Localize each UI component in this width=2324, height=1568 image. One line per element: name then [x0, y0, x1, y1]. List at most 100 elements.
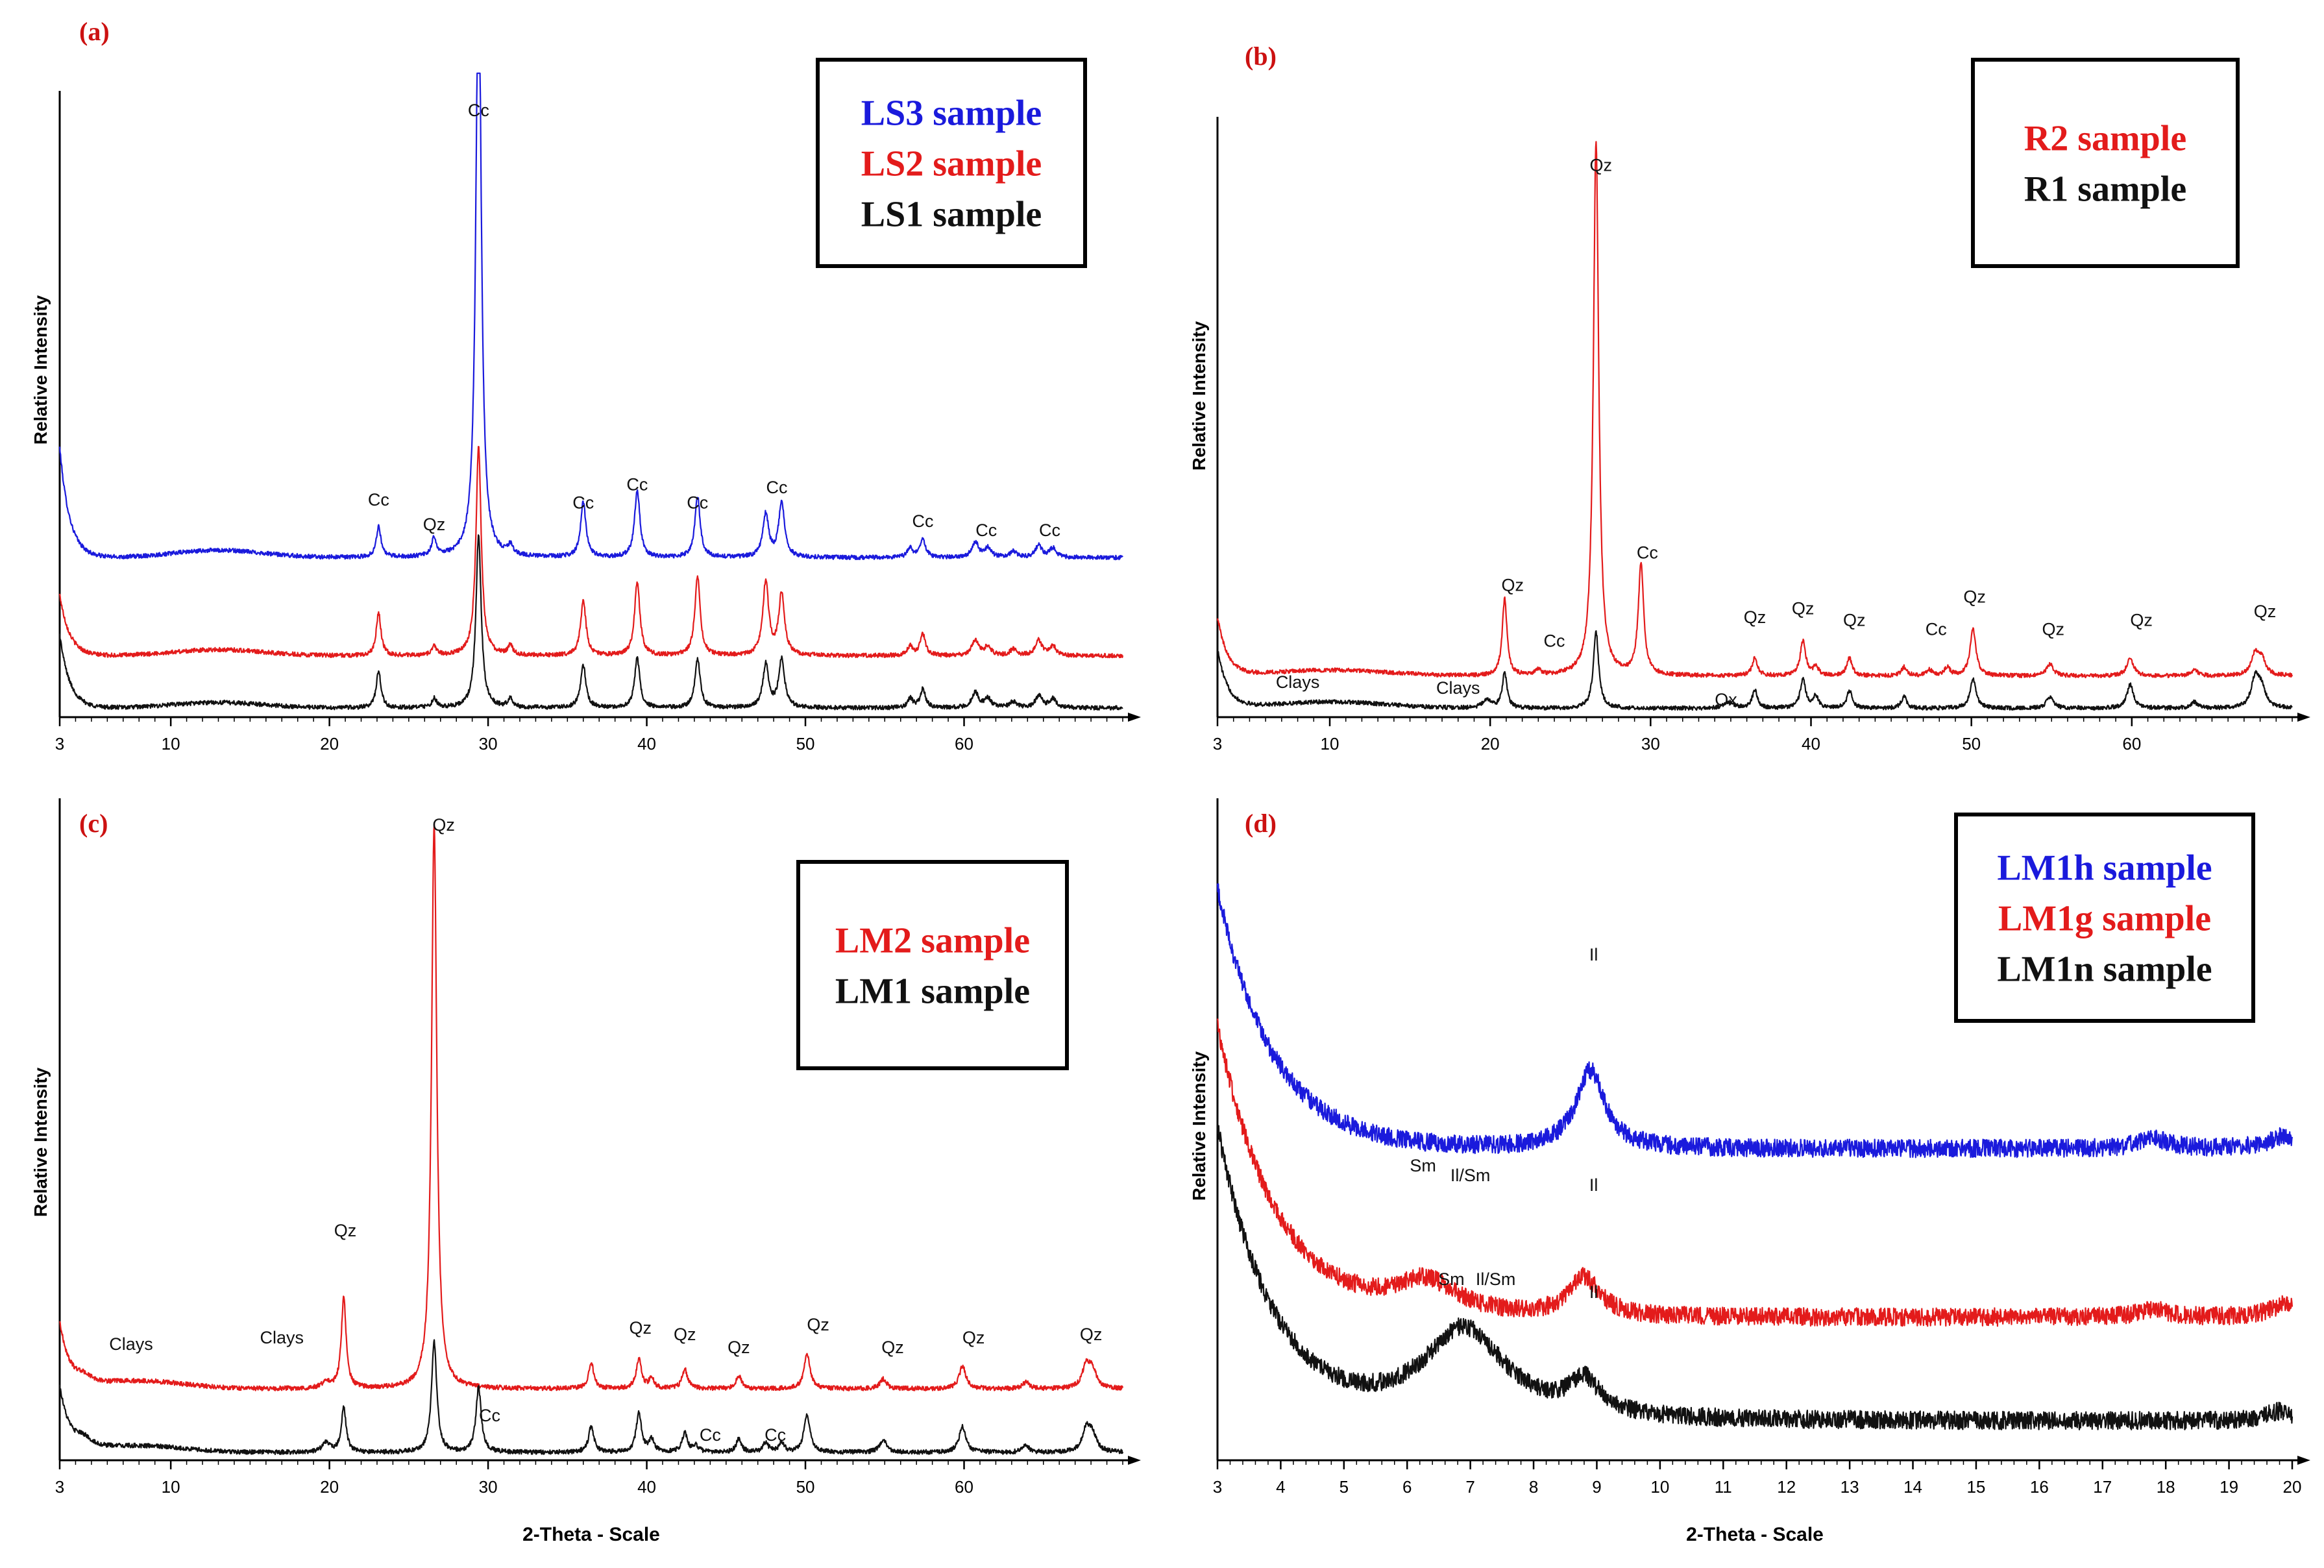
x-tick-label: 4 [1276, 1477, 1285, 1497]
y-axis-label: Relative Intensity [31, 295, 51, 445]
peak-annotation: Qz [1744, 607, 1767, 627]
x-tick-label: 15 [1966, 1477, 1985, 1497]
peak-annotation: Il [1589, 1282, 1598, 1302]
x-tick-label: 60 [2122, 734, 2141, 753]
legend-entry: R1 sample [2024, 169, 2186, 210]
legend-box [816, 58, 1087, 268]
peak-annotation: Qz [2042, 619, 2064, 639]
peak-annotation: Qz [1589, 155, 1612, 175]
x-tick-label: 18 [2157, 1477, 2175, 1497]
peak-annotation: Qz [674, 1325, 696, 1344]
x-tick-label: 30 [479, 734, 498, 753]
legend-entry: LM1n sample [1997, 949, 2212, 990]
series-line-ls1-sample [58, 534, 1123, 711]
peak-annotation: Il [1589, 945, 1598, 964]
peak-annotation: Ox [1715, 690, 1737, 709]
legend-entry: LM2 sample [835, 921, 1030, 961]
x-tick-label: 14 [1903, 1477, 1922, 1497]
x-tick-label: 3 [1213, 1477, 1222, 1497]
peak-annotation: Cc [975, 521, 997, 540]
peak-annotation: Cc [1637, 543, 1658, 563]
legend: R2 sample R1 sample [1971, 58, 2240, 268]
legend-box [1954, 813, 2255, 1023]
y-axis-label: Relative Intensity [1189, 1051, 1209, 1201]
peak-annotation: Il/Sm [1450, 1166, 1491, 1185]
legend-entry: LS2 sample [861, 144, 1042, 184]
x-tick-label: 10 [162, 734, 180, 753]
peak-annotation: Cc [1926, 619, 1947, 639]
peak-annotation: Qz [2254, 602, 2277, 621]
x-tick-label: 19 [2220, 1477, 2238, 1497]
legend-entry: LM1g sample [1998, 899, 2211, 939]
peak-annotation: Qz [423, 515, 446, 534]
x-tick-label: 3 [55, 734, 64, 753]
x-axis-arrow [2297, 1456, 2310, 1465]
peak-annotation: Qz [1843, 611, 1866, 630]
peak-annotation: Sm [1438, 1269, 1465, 1289]
peak-annotation: Clays [1276, 672, 1320, 692]
legend-entry: LM1 sample [835, 972, 1030, 1012]
x-tick-label: 3 [55, 1477, 64, 1497]
x-tick-label: 11 [1715, 1477, 1732, 1497]
series-line-lm1h-sample [1216, 883, 2293, 1158]
legend-entry: LS3 sample [861, 93, 1042, 134]
x-tick-label: 30 [479, 1477, 498, 1497]
x-axis-arrow [1128, 713, 1141, 722]
x-tick-label: 16 [2030, 1477, 2049, 1497]
peak-annotation: Sm [1410, 1156, 1436, 1175]
peak-annotation: Cc [764, 1425, 786, 1445]
x-tick-label: 20 [2283, 1477, 2302, 1497]
x-tick-label: 20 [1481, 734, 1500, 753]
x-tick-label: 17 [2093, 1477, 2112, 1497]
series-line-r1-sample [1216, 630, 2293, 711]
peak-annotation: Cc [368, 490, 389, 509]
peak-annotation: Qz [2130, 611, 2153, 630]
x-tick-label: 13 [1841, 1477, 1859, 1497]
x-axis-label: 2-Theta - Scale [522, 1524, 660, 1545]
legend-box [796, 860, 1069, 1070]
peak-annotation: Il [1589, 1175, 1598, 1195]
x-tick-label: 6 [1402, 1477, 1412, 1497]
series-line-lm1-sample [58, 1339, 1124, 1455]
x-axis-label: 2-Theta - Scale [1686, 1524, 1824, 1545]
peak-annotation: Qz [807, 1315, 829, 1334]
peak-annotation: Qz [1963, 587, 1986, 607]
legend: LM2 sample LM1 sample [796, 860, 1069, 1070]
legend-entry: LM1h sample [1997, 848, 2212, 888]
x-tick-label: 12 [1777, 1477, 1796, 1497]
panel-label: (a) [79, 17, 110, 46]
peak-annotation: Qz [1502, 575, 1524, 594]
x-axis-arrow [2297, 713, 2310, 722]
peak-annotation: Qz [432, 815, 455, 835]
peak-annotation: Clays [109, 1334, 153, 1354]
peak-annotation: Il/Sm [1476, 1269, 1516, 1289]
legend: LS3 sample LS2 sample LS1 sample [816, 58, 1087, 268]
y-axis-label: Relative Intensity [1189, 321, 1209, 471]
peak-annotation: Cc [1544, 631, 1565, 650]
peak-annotation: Qz [1792, 599, 1815, 619]
legend-entry: LS1 sample [861, 195, 1042, 235]
panel-d: 3 4 5 6 7 8 9 10 11 12 13 14 15 16 17 18 19 20 Relative In… [1189, 798, 2310, 1545]
peak-annotation: Cc [687, 493, 708, 513]
series-line-lm1n-sample [1216, 1119, 2293, 1430]
peak-annotation: Qz [1080, 1325, 1103, 1344]
peak-annotation: Cc [912, 511, 933, 531]
x-tick-label: 50 [1962, 734, 1981, 753]
series-line-r2-sample [1216, 141, 2293, 679]
peak-annotation: Clays [1436, 678, 1480, 698]
x-tick-label: 8 [1529, 1477, 1538, 1497]
legend-box [1971, 58, 2240, 268]
peak-annotation: Cc [700, 1425, 721, 1445]
peak-annotation: Cc [572, 493, 594, 513]
x-tick-label: 40 [637, 734, 656, 753]
peak-annotation: Qz [728, 1338, 750, 1357]
legend: LM1h sample LM1g sample LM1n sample [1954, 813, 2255, 1023]
x-tick-label: 5 [1339, 1477, 1349, 1497]
peak-annotation: Qz [881, 1338, 904, 1357]
x-tick-label: 30 [1641, 734, 1660, 753]
x-tick-label: 20 [320, 1477, 339, 1497]
x-tick-label: 10 [1650, 1477, 1669, 1497]
panel-label: (b) [1245, 42, 1277, 71]
x-tick-label: 50 [796, 734, 815, 753]
